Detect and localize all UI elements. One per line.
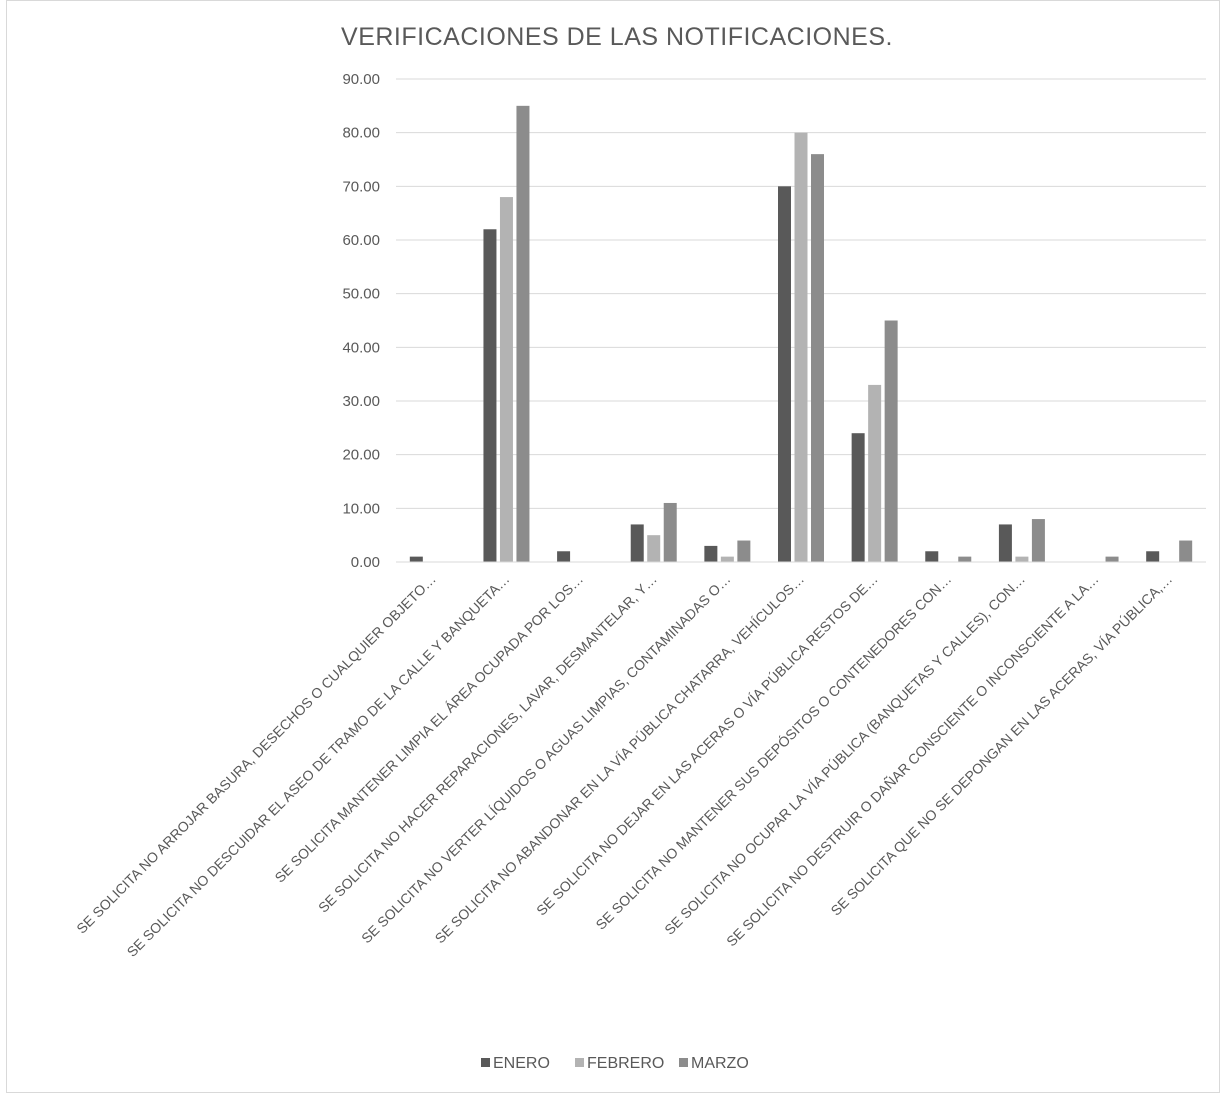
- bars: [409, 105, 1193, 563]
- bar-febrero: [868, 384, 882, 562]
- bar-marzo: [884, 320, 898, 562]
- bar-marzo: [516, 105, 530, 562]
- y-tick-label: 50.00: [342, 286, 380, 303]
- bar-marzo: [958, 556, 972, 562]
- bar-enero: [778, 186, 791, 563]
- bar-marzo: [1105, 556, 1119, 562]
- bar-febrero: [647, 535, 661, 562]
- y-tick-label: 70.00: [342, 178, 380, 195]
- bar-enero: [557, 551, 571, 562]
- bar-marzo: [811, 154, 824, 562]
- y-tick-label: 20.00: [342, 447, 380, 464]
- y-tick-label: 80.00: [342, 125, 380, 142]
- legend-label-marzo: MARZO: [691, 1055, 749, 1072]
- x-category-label: SE SOLICITA QUE NO SE DEPONGAN EN LAS AC…: [827, 571, 1175, 919]
- legend-swatch-marzo: [679, 1058, 688, 1067]
- x-category-label: SE SOLICITA NO ABANDONAR EN LA VÍA PÚBLI…: [432, 571, 808, 947]
- y-tick-label: 90.00: [342, 71, 380, 88]
- y-tick-label: 10.00: [342, 500, 380, 517]
- x-category-label: SE SOLICITA NO VERTER LÍQUIDOS O AGUAS L…: [358, 571, 733, 946]
- bar-chart: VERIFICACIONES DE LAS NOTIFICACIONES. 0.…: [73, 23, 1206, 1072]
- legend-swatch-enero: [481, 1058, 490, 1067]
- x-category-label: SE SOLICITA NO MANTENER SUS DEPÓSITOS O …: [592, 571, 954, 933]
- bar-marzo: [1179, 540, 1193, 562]
- bar-marzo: [737, 540, 751, 562]
- bar-enero: [704, 545, 718, 562]
- legend-label-febrero: FEBRERO: [587, 1055, 664, 1072]
- bar-enero: [409, 556, 423, 562]
- bar-febrero: [1015, 556, 1029, 562]
- x-axis-category-labels: SE SOLICITA NO ARROJAR BASURA, DESECHOS …: [73, 571, 1175, 960]
- y-tick-label: 30.00: [342, 393, 380, 410]
- bar-enero: [851, 433, 865, 562]
- bar-febrero: [499, 197, 513, 563]
- x-category-label: SE SOLICITA NO OCUPAR LA VÍA PÚBLICA (BA…: [661, 571, 1028, 938]
- y-axis-ticks: 0.00 10.00 20.00 30.00 40.00 50.00 60.00 70.00 8…: [342, 71, 380, 571]
- chart-title: VERIFICACIONES DE LAS NOTIFICACIONES.: [341, 23, 893, 51]
- bar-marzo: [1031, 519, 1045, 562]
- bar-enero: [1146, 551, 1160, 562]
- x-category-label: SE SOLICITA NO DESTRUIR O DAÑAR CONSCIEN…: [723, 571, 1102, 950]
- x-category-label: SE SOLICITA NO DEJAR EN LAS ACERAS O VÍA…: [533, 571, 881, 919]
- x-category-label: SE SOLICITA NO ARROJAR BASURA, DESECHOS …: [73, 571, 439, 937]
- bar-enero: [630, 524, 644, 562]
- y-tick-label: 0.00: [351, 554, 380, 571]
- x-category-label: SE SOLICITA NO HACER REPARACIONES, LAVAR…: [315, 571, 660, 916]
- legend: ENERO FEBRERO MARZO: [481, 1055, 749, 1072]
- y-tick-label: 40.00: [342, 339, 380, 356]
- chart-frame: VERIFICACIONES DE LAS NOTIFICACIONES. 0.…: [6, 0, 1220, 1093]
- bar-febrero: [794, 132, 808, 562]
- legend-swatch-febrero: [575, 1058, 584, 1067]
- bar-febrero: [720, 556, 734, 562]
- y-tick-label: 60.00: [342, 232, 380, 249]
- bar-enero: [998, 524, 1012, 562]
- bar-marzo: [663, 502, 677, 562]
- bar-enero: [925, 551, 939, 562]
- bar-enero: [483, 229, 497, 562]
- legend-label-enero: ENERO: [493, 1055, 550, 1072]
